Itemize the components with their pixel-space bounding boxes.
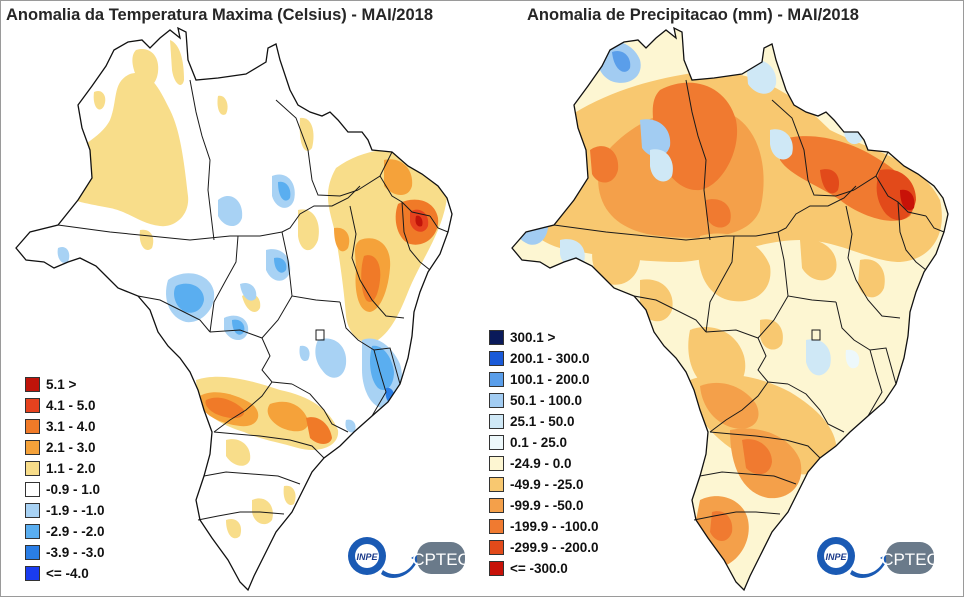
temperature-legend-swatch xyxy=(25,377,40,392)
precipitation-legend-item: 100.1 - 200.0 xyxy=(489,372,590,387)
temperature-anomaly-fields xyxy=(56,40,447,539)
inpe-cptec-logo-right: INPE CPTEC xyxy=(817,537,936,578)
precipitation-legend-swatch xyxy=(489,561,504,576)
temperature-legend-swatch xyxy=(25,440,40,455)
temperature-legend-item: -3.9 - -3.0 xyxy=(25,545,105,560)
cptec-logo-text: CPTEC xyxy=(881,550,936,569)
precipitation-legend-item: 300.1 > xyxy=(489,330,555,345)
precipitation-legend-swatch xyxy=(489,351,504,366)
precipitation-legend-label: <= -300.0 xyxy=(510,561,568,576)
temperature-legend-label: 3.1 - 4.0 xyxy=(46,419,96,434)
precipitation-legend-label: 0.1 - 25.0 xyxy=(510,435,568,450)
temperature-legend-item: 2.1 - 3.0 xyxy=(25,440,96,455)
precipitation-legend-item: -299.9 - -200.0 xyxy=(489,540,599,555)
precipitation-legend-swatch xyxy=(489,519,504,534)
precipitation-legend-swatch xyxy=(489,330,504,345)
temperature-legend-swatch xyxy=(25,482,40,497)
temperature-legend-label: <= -4.0 xyxy=(46,566,89,581)
precipitation-legend-item: 200.1 - 300.0 xyxy=(489,351,590,366)
precipitation-legend-label: 300.1 > xyxy=(510,330,556,345)
precipitation-legend-item: -99.9 - -50.0 xyxy=(489,498,584,513)
precipitation-legend-swatch xyxy=(489,435,504,450)
temperature-legend-swatch xyxy=(25,524,40,539)
temperature-legend-item: 4.1 - 5.0 xyxy=(25,398,96,413)
precipitation-legend-label: -99.9 - -50.0 xyxy=(510,498,584,513)
precipitation-legend-label: 50.1 - 100.0 xyxy=(510,393,583,408)
precipitation-legend-item: 25.1 - 50.0 xyxy=(489,414,575,429)
inpe-logo-text: INPE xyxy=(825,552,847,562)
temperature-legend-label: 2.1 - 3.0 xyxy=(46,440,96,455)
temperature-legend-swatch xyxy=(25,398,40,413)
temperature-legend-item: -2.9 - -2.0 xyxy=(25,524,105,539)
temperature-legend-label: 5.1 > xyxy=(46,377,77,392)
precipitation-legend-label: 100.1 - 200.0 xyxy=(510,372,590,387)
precipitation-legend-item: 0.1 - 25.0 xyxy=(489,435,567,450)
precipitation-legend-label: 200.1 - 300.0 xyxy=(510,351,590,366)
temperature-legend-label: -2.9 - -2.0 xyxy=(46,524,105,539)
precipitation-legend-swatch xyxy=(489,477,504,492)
inpe-logo: INPE xyxy=(817,537,855,575)
temperature-legend-label: 1.1 - 2.0 xyxy=(46,461,96,476)
temperature-legend-label: -1.9 - -1.0 xyxy=(46,503,105,518)
temperature-legend-swatch xyxy=(25,419,40,434)
inpe-logo-text: INPE xyxy=(356,552,378,562)
precipitation-map-title: Anomalia de Precipitacao (mm) - MAI/2018 xyxy=(527,6,859,24)
precipitation-legend-item: -199.9 - -100.0 xyxy=(489,519,599,534)
inpe-logo: INPE xyxy=(348,537,386,575)
temperature-legend-swatch xyxy=(25,545,40,560)
precipitation-legend-swatch xyxy=(489,456,504,471)
precipitation-legend-item: 50.1 - 100.0 xyxy=(489,393,582,408)
temperature-legend-item: -0.9 - 1.0 xyxy=(25,482,100,497)
temperature-legend-item: 5.1 > xyxy=(25,377,76,392)
precipitation-legend-item: -49.9 - -25.0 xyxy=(489,477,584,492)
precipitation-legend-swatch xyxy=(489,414,504,429)
precipitation-legend-swatch xyxy=(489,393,504,408)
temperature-anomaly-map xyxy=(15,27,453,591)
precipitation-legend-item: <= -300.0 xyxy=(489,561,568,576)
precipitation-legend-label: 25.1 - 50.0 xyxy=(510,414,575,429)
temperature-legend-item: -1.9 - -1.0 xyxy=(25,503,105,518)
precipitation-legend-label: -49.9 - -25.0 xyxy=(510,477,584,492)
temperature-legend-swatch xyxy=(25,461,40,476)
precipitation-legend-swatch xyxy=(489,498,504,513)
cptec-logo-text: CPTEC xyxy=(412,550,467,569)
temperature-legend-swatch xyxy=(25,566,40,581)
precipitation-legend-label: -299.9 - -200.0 xyxy=(510,540,599,555)
precipitation-legend-label: -199.9 - -100.0 xyxy=(510,519,599,534)
temperature-legend-item: 1.1 - 2.0 xyxy=(25,461,96,476)
temperature-map-title: Anomalia da Temperatura Maxima (Celsius)… xyxy=(6,6,433,24)
precipitation-legend-item: -24.9 - 0.0 xyxy=(489,456,572,471)
precipitation-legend-label: -24.9 - 0.0 xyxy=(510,456,572,471)
temperature-legend-label: 4.1 - 5.0 xyxy=(46,398,96,413)
temperature-legend-item: <= -4.0 xyxy=(25,566,89,581)
temperature-legend-label: -0.9 - 1.0 xyxy=(46,482,101,497)
precipitation-legend-swatch xyxy=(489,540,504,555)
precipitation-legend-swatch xyxy=(489,372,504,387)
temperature-legend-label: -3.9 - -3.0 xyxy=(46,545,105,560)
temperature-legend-swatch xyxy=(25,503,40,518)
inpe-cptec-logo-left: INPE CPTEC xyxy=(348,537,467,578)
temperature-legend-item: 3.1 - 4.0 xyxy=(25,419,96,434)
